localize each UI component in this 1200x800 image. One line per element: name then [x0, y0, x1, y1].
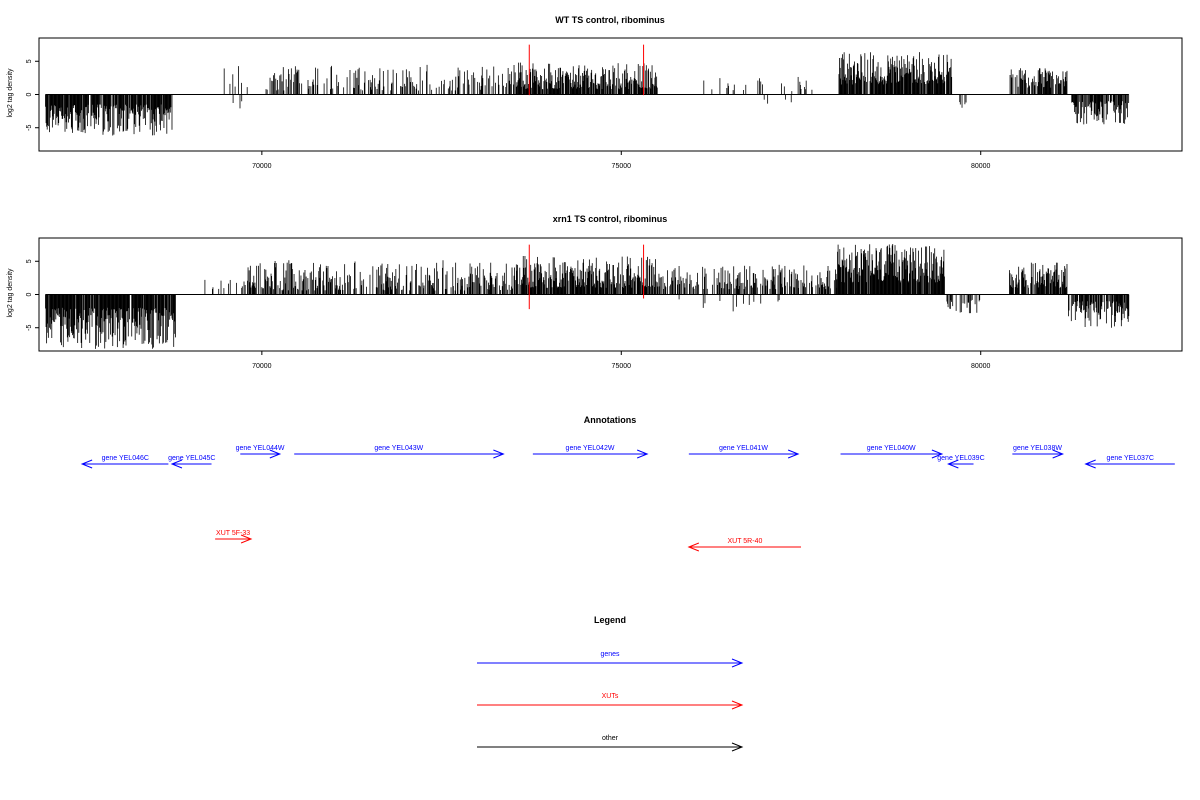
annotation-feature: gene YEL044W	[236, 445, 285, 459]
xrn1-marker-lines	[528, 244, 645, 310]
wt-x-axis: 70000 75000 80000	[252, 151, 991, 170]
wt-coverage-bars	[45, 52, 1130, 136]
arrow-head	[931, 449, 944, 459]
annotation-feature: XUT 5R-40	[687, 538, 801, 552]
x-tick-label: 70000	[252, 363, 272, 370]
arrow-head	[787, 449, 800, 459]
annotation-feature: gene YEL039C	[937, 455, 985, 469]
annotation-feature: gene YEL045C	[168, 455, 215, 469]
x-tick-label: 70000	[252, 163, 272, 170]
y-tick-label: -5	[26, 325, 33, 331]
xrn1-panel-title: xrn1 TS control, ribominus	[553, 214, 668, 224]
annotation-feature: gene YEL040W	[840, 445, 944, 459]
annotation-feature: gene YEL038W	[1012, 445, 1065, 459]
legend-label: other	[602, 735, 619, 742]
annotation-label: gene YEL042W	[566, 445, 615, 452]
y-tick-label: 0	[26, 92, 33, 96]
wt-y-axis: -5 0 5	[26, 59, 39, 131]
arrow-head	[731, 700, 744, 710]
arrow-head	[687, 542, 700, 552]
x-tick-label: 80000	[971, 163, 991, 170]
annotation-label: gene YEL044W	[236, 445, 285, 452]
arrow-head	[80, 459, 93, 469]
x-tick-label: 75000	[612, 363, 632, 370]
arrow-head	[170, 459, 183, 469]
legend-entries: genes XUTs other	[477, 651, 744, 752]
legend-label: XUTs	[602, 693, 619, 700]
arrow-head	[1052, 449, 1065, 459]
wt-panel-title: WT TS control, ribominus	[555, 15, 665, 25]
y-tick-label: 0	[26, 292, 33, 296]
arrow-head	[731, 658, 744, 668]
wt-y-axis-label: log2 tag density	[7, 68, 14, 118]
annotation-label: XUT 5F-33	[216, 530, 250, 537]
legend-label: genes	[600, 651, 620, 658]
annotation-label: gene YEL038W	[1013, 445, 1062, 452]
annotation-feature: gene YEL037C	[1084, 455, 1175, 469]
arrow-head	[240, 534, 253, 544]
arrow-head	[1084, 459, 1096, 469]
annotation-features: gene YEL046C gene YEL045C gene YEL044W gene…	[80, 445, 1175, 552]
arrow-head	[493, 449, 505, 459]
wt-coverage-panel: WT TS control, ribominus log2 tag densit…	[7, 15, 1183, 170]
annotation-feature: gene YEL043W	[294, 445, 505, 459]
x-tick-label: 80000	[971, 363, 991, 370]
y-tick-label: 5	[26, 59, 33, 63]
annotation-label: gene YEL040W	[867, 445, 916, 452]
y-tick-label: -5	[26, 125, 33, 131]
legend-entry: genes	[477, 651, 744, 668]
legend-entry: other	[477, 735, 744, 752]
arrow-head	[947, 459, 959, 469]
y-tick-label: 5	[26, 259, 33, 263]
annotations-panel: Annotations gene YEL046C gene YEL045Cgene…	[80, 415, 1175, 552]
legend-entry: XUTs	[477, 693, 744, 710]
annotation-feature: gene YEL041W	[688, 445, 800, 459]
annotation-label: gene YEL039C	[937, 455, 984, 462]
annotation-label: gene YEL037C	[1107, 455, 1154, 462]
annotation-label: XUT 5R-40	[727, 538, 762, 545]
arrow-head	[731, 742, 744, 752]
xrn1-y-axis: -5 0 5	[26, 259, 39, 331]
xrn1-y-axis-label: log2 tag density	[7, 268, 14, 318]
annotations-title: Annotations	[584, 415, 637, 425]
annotation-feature: gene YEL042W	[532, 445, 649, 459]
xrn1-coverage-bars	[45, 244, 1130, 349]
legend-title: Legend	[594, 615, 626, 625]
annotation-label: gene YEL041W	[719, 445, 768, 452]
x-tick-label: 75000	[612, 163, 632, 170]
arrow-head	[636, 449, 649, 459]
arrow-head	[269, 449, 282, 459]
wt-marker-lines	[528, 44, 645, 96]
annotation-label: gene YEL043W	[374, 445, 423, 452]
annotation-feature: XUT 5F-33	[215, 530, 253, 544]
legend: Legend genes XUTs other	[477, 615, 744, 752]
xrn1-x-axis: 70000 75000 80000	[252, 351, 991, 370]
annotation-label: gene YEL045C	[168, 455, 215, 462]
annotation-label: gene YEL046C	[102, 455, 149, 462]
xrn1-coverage-panel: xrn1 TS control, ribominus log2 tag dens…	[7, 214, 1183, 370]
annotation-feature: gene YEL046C	[80, 455, 169, 469]
